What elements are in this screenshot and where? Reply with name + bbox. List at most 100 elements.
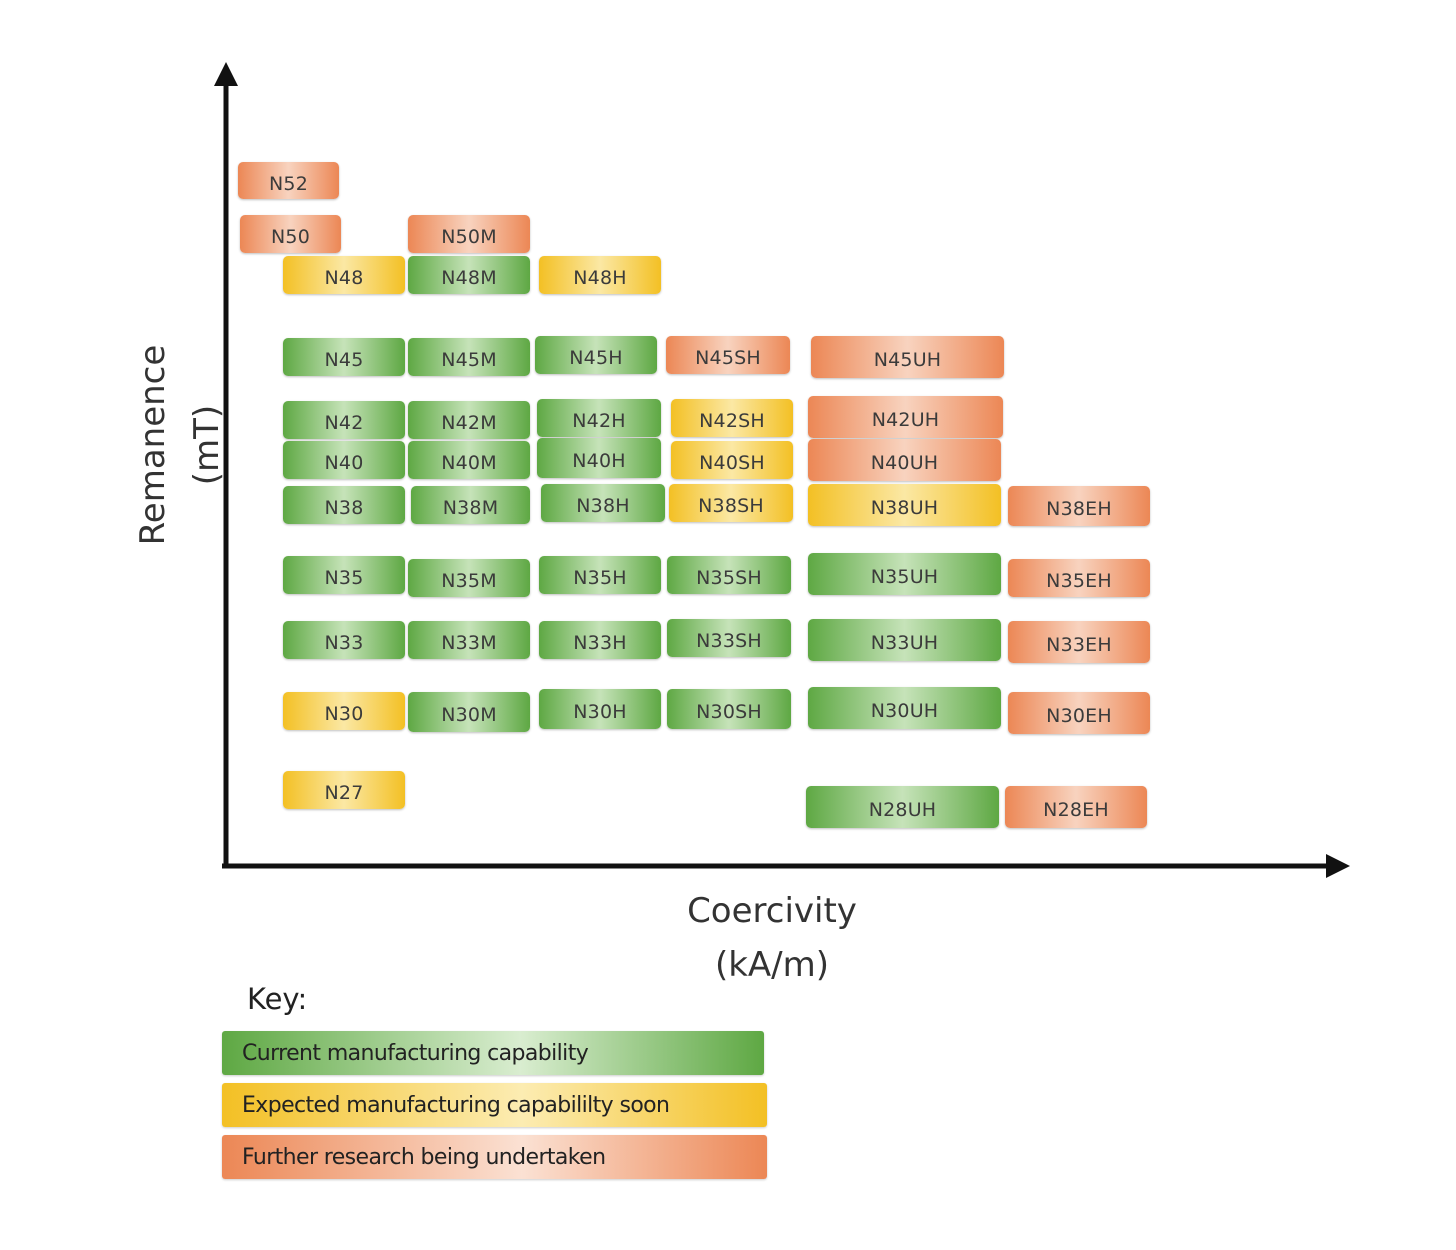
grade-label: N48M: [441, 267, 497, 289]
grade-n45m: N45M: [408, 338, 530, 376]
grade-label: N50M: [441, 226, 497, 248]
grade-n52: N52: [238, 162, 339, 199]
grade-label: N33H: [573, 632, 627, 654]
grade-label: N35M: [441, 570, 497, 592]
grade-label: N45H: [569, 347, 623, 369]
key-item-research: Further research being undertaken: [222, 1135, 767, 1179]
grade-n33h: N33H: [539, 621, 661, 659]
grade-n30uh: N30UH: [808, 687, 1001, 729]
key-item-current: Current manufacturing capability: [222, 1031, 764, 1075]
grade-label: N33UH: [870, 632, 939, 654]
grade-n45: N45: [283, 338, 405, 376]
grade-n38m: N38M: [411, 486, 530, 524]
grade-label: N30M: [441, 704, 497, 726]
key-label: Further research being undertaken: [242, 1144, 606, 1170]
grade-n40uh: N40UH: [808, 439, 1001, 481]
grade-label: N33: [324, 632, 364, 654]
grade-label: N40: [324, 452, 364, 474]
grade-label: N28EH: [1043, 799, 1109, 821]
grade-label: N40H: [572, 450, 626, 472]
grade-n48h: N48H: [539, 256, 661, 294]
grade-n42: N42: [283, 401, 405, 439]
grade-n40h: N40H: [537, 438, 661, 478]
grade-label: N45: [324, 349, 364, 371]
x-axis-label: Coercivity (kA/m): [622, 884, 922, 992]
grade-n40m: N40M: [408, 441, 530, 479]
grade-label: N40M: [441, 452, 497, 474]
grade-n30h: N30H: [539, 689, 661, 729]
grade-label: N38EH: [1046, 498, 1112, 520]
x-axis-arrowhead: [1326, 854, 1350, 878]
grade-label: N42M: [441, 412, 497, 434]
grade-label: N38SH: [698, 495, 764, 517]
grade-n30sh: N30SH: [667, 689, 791, 729]
grade-label: N28UH: [868, 799, 937, 821]
grade-label: N30EH: [1046, 705, 1112, 727]
grade-n33m: N33M: [408, 621, 530, 659]
grade-label: N35EH: [1046, 570, 1112, 592]
grade-n42h: N42H: [537, 399, 661, 437]
grade-label: N50: [271, 226, 310, 248]
grade-n33uh: N33UH: [808, 619, 1001, 661]
x-axis-unit: (kA/m): [714, 945, 830, 985]
key-label: Expected manufacturing capabililty soon: [242, 1092, 670, 1118]
grade-label: N27: [324, 782, 364, 804]
y-axis-title: Remanence: [133, 344, 173, 546]
grade-label: N48: [324, 267, 364, 289]
grade-n48m: N48M: [408, 256, 530, 294]
grade-n42m: N42M: [408, 401, 530, 439]
grade-label: N35H: [573, 567, 627, 589]
grade-n38uh: N38UH: [808, 484, 1001, 526]
grade-label: N38UH: [870, 497, 939, 519]
y-axis-arrowhead: [214, 62, 238, 86]
grade-label: N30SH: [696, 701, 762, 723]
grade-n33sh: N33SH: [667, 619, 791, 657]
grade-n50m: N50M: [408, 215, 530, 253]
grade-label: N33M: [441, 632, 497, 654]
grade-n33: N33: [283, 621, 405, 659]
grade-label: N45SH: [695, 347, 761, 369]
grade-n30m: N30M: [408, 692, 530, 732]
grade-label: N40UH: [870, 452, 939, 474]
grade-n38sh: N38SH: [669, 484, 793, 522]
grade-n38: N38: [283, 486, 405, 524]
grade-n45sh: N45SH: [666, 336, 790, 374]
grade-label: N40SH: [699, 452, 765, 474]
key-item-expected: Expected manufacturing capabililty soon: [222, 1083, 767, 1127]
grade-n35uh: N35UH: [808, 553, 1001, 595]
grade-n35: N35: [283, 556, 405, 594]
grade-label: N38: [324, 497, 364, 519]
grade-n48: N48: [283, 256, 405, 294]
grade-label: N30H: [573, 701, 627, 723]
grade-label: N42SH: [699, 410, 765, 432]
grade-label: N35UH: [870, 566, 939, 588]
grade-n45uh: N45UH: [811, 336, 1004, 378]
y-axis-label: Remanence (mT): [126, 295, 234, 595]
grade-n40: N40: [283, 441, 405, 479]
grade-label: N52: [269, 172, 308, 195]
grade-label: N33EH: [1046, 634, 1112, 656]
grade-label: N48H: [573, 267, 627, 289]
grade-n38eh: N38EH: [1008, 486, 1150, 526]
grade-label: N30UH: [870, 700, 939, 722]
grade-n30eh: N30EH: [1008, 692, 1150, 734]
grade-label: N35SH: [696, 567, 762, 589]
grade-n35m: N35M: [408, 559, 530, 597]
grade-n35eh: N35EH: [1008, 559, 1150, 597]
x-axis-title: Coercivity: [687, 891, 857, 931]
grade-n33eh: N33EH: [1008, 621, 1150, 663]
grade-n38h: N38H: [541, 484, 665, 522]
grade-label: N45UH: [873, 349, 942, 371]
grade-n35h: N35H: [539, 556, 661, 594]
grade-label: N45M: [441, 349, 497, 371]
grade-label: N42UH: [871, 409, 940, 431]
grade-n42sh: N42SH: [671, 399, 793, 437]
grade-label: N35: [324, 567, 364, 589]
grade-label: N42: [324, 412, 364, 434]
grade-label: N30: [324, 703, 364, 725]
grade-n50: N50: [240, 215, 341, 253]
grade-n27: N27: [283, 771, 405, 809]
grade-n28eh: N28EH: [1005, 786, 1147, 828]
